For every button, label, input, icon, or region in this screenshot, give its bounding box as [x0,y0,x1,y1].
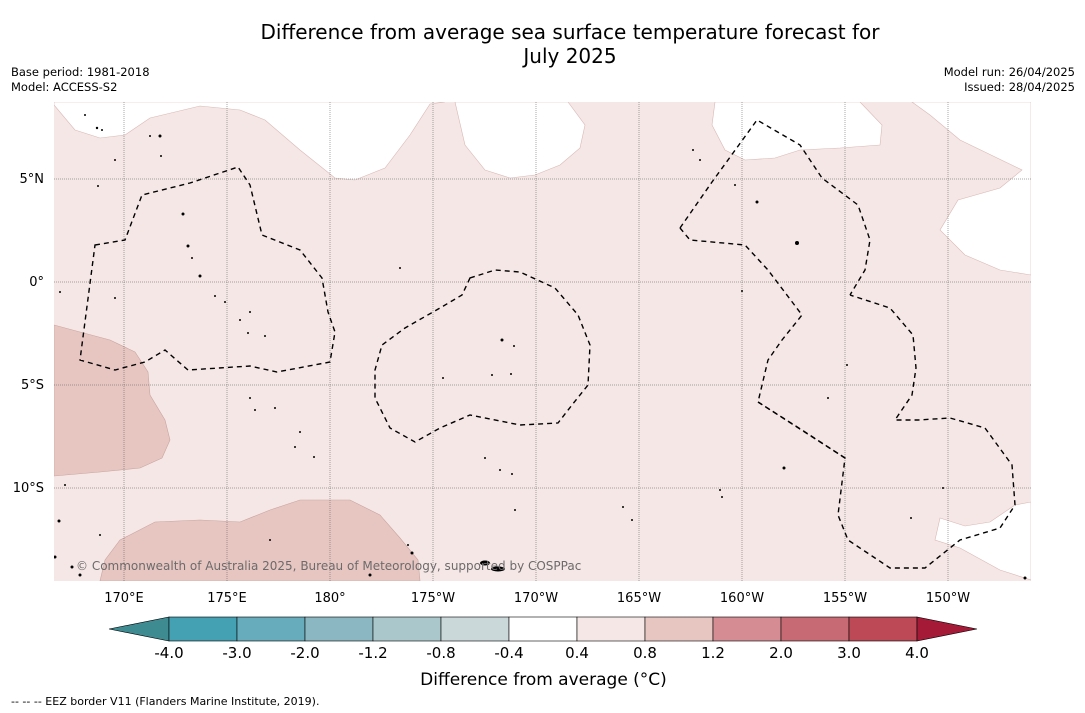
colorbar-tick: -4.0 [154,644,183,662]
lon-label: 160°W [720,591,764,606]
near-normal-region-top-right [711,102,883,161]
eez-borders [79,119,1016,569]
colorbar-tick: 3.0 [837,644,861,662]
colorbar [108,616,978,642]
lat-label: 10°S [13,481,44,496]
title-line-2: July 2025 [523,44,617,68]
colorbar-segment [644,616,714,642]
longitude-labels: 170°E 175°E 180° 175°W 170°W 165°W 160°W 155°W 1… [104,591,970,606]
model-name: Model: ACCESS-S2 [11,80,118,94]
near-normal-region-bottom-right [934,501,1031,581]
colorbar-segment [780,616,850,642]
colorbar-segment [236,616,306,642]
lon-label: 170°W [514,591,558,606]
lon-label: 175°W [411,591,455,606]
lat-label: 5°S [21,378,44,393]
colorbar-tick: -0.4 [494,644,523,662]
colorbar-tick-labels: -4.0 -3.0 -2.0 -1.2 -0.8 -0.4 0.4 0.8 1.2 2.0 3.0 4… [154,644,929,662]
anomaly-field-0.4-0.8 [54,102,1031,581]
map-area: © Commonwealth of Australia 2025, Bureau… [54,102,1031,581]
gridlines [54,102,1031,581]
meta-left: Base period: 1981-2018 Model: ACCESS-S2 [11,65,150,95]
lon-label: 175°E [207,591,247,606]
eez-border-east-region [679,227,1016,569]
lon-label: 150°W [926,591,970,606]
colorbar-segment [712,616,782,642]
warm-anomaly-region-south [99,499,421,581]
colorbar-tick: -2.0 [290,644,319,662]
eez-border-tuvalu-region [79,166,336,373]
copyright-text: © Commonwealth of Australia 2025, Bureau… [76,559,581,573]
colorbar-segment [304,616,374,642]
colorbar-segment [508,616,578,642]
near-normal-region-top-far-right [911,102,1031,276]
colorbar-tick: 0.4 [565,644,589,662]
model-run: Model run: 26/04/2025 [943,65,1075,79]
colorbar-tick: 0.8 [633,644,657,662]
meta-right: Model run: 26/04/2025 Issued: 28/04/2025 [944,65,1075,95]
colorbar-segment [576,616,646,642]
colorbar-tick: 4.0 [905,644,929,662]
lon-label: 170°E [104,591,144,606]
colorbar-segment [372,616,442,642]
colorbar-label: Difference from average (°C) [420,670,667,690]
colorbar-extend-low [108,616,170,642]
title-line-1: Difference from average sea surface temp… [260,20,880,44]
colorbar-segment [440,616,510,642]
colorbar-tick: 2.0 [769,644,793,662]
colorbar-extend-high [916,616,978,642]
eez-legend: -- -- -- EEZ border V11 (Flanders Marine… [11,695,320,708]
eez-border-northeast-region [679,119,871,296]
islands [54,114,1027,580]
colorbar-tick: -3.0 [222,644,251,662]
lat-label: 0° [29,275,44,290]
near-normal-region-top-left [54,102,446,181]
colorbar-tick: -0.8 [426,644,455,662]
base-period: Base period: 1981-2018 [11,65,150,79]
colorbar-segment [848,616,918,642]
colorbar-tick: -1.2 [358,644,387,662]
issued-date: Issued: 28/04/2025 [964,80,1075,94]
lat-label: 5°N [20,172,45,187]
colorbar-segment [168,616,238,642]
colorbar-tick: 1.2 [701,644,725,662]
lon-label: 155°W [823,591,867,606]
chart-title: Difference from average sea surface temp… [0,20,1085,68]
eez-border-central-region [374,269,591,443]
lon-label: 180° [314,591,345,606]
lon-label: 165°W [617,591,661,606]
near-normal-region-top-mid [454,102,586,179]
latitude-labels: 5°N 0° 5°S 10°S [13,172,44,496]
